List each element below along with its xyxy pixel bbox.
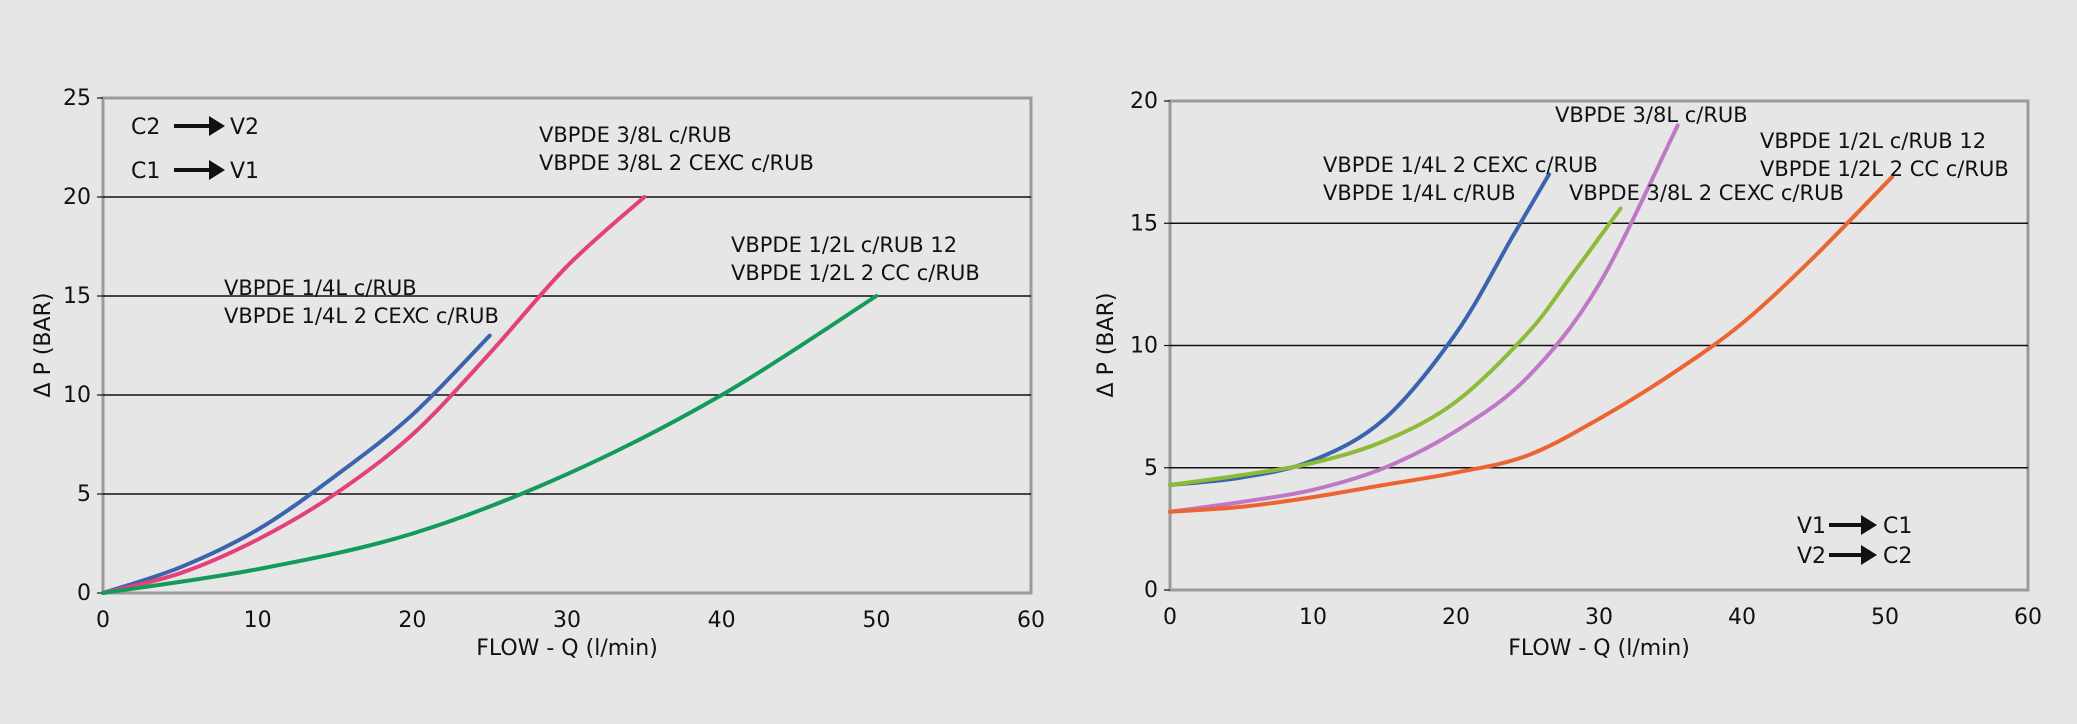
arrowhead-icon [209,116,225,136]
direction-from: V1 [1797,514,1826,539]
y-axis-label: Δ P (BAR) [1094,293,1119,398]
direction-from: C1 [131,159,160,184]
chart-right: 0 5 10 15 20 0 10 20 30 40 50 60 FLOW - Q (l/min) Δ P… [1094,89,2042,661]
x-tick-label: 50 [1871,605,1899,630]
plot-frame [101,96,1033,595]
direction-to: C1 [1883,514,1912,539]
series-annotation: VBPDE 3/8L c/RUB [1555,103,1748,127]
x-tick-label: 0 [1163,605,1177,630]
x-tick-label: 40 [1728,605,1756,630]
series-line-3 [1168,174,1895,514]
series-line-0 [101,333,492,595]
arrowhead-icon [1861,515,1877,535]
series-annotation: VBPDE 1/4L c/RUB [224,276,417,300]
x-tick-label: 30 [553,608,581,633]
series-annotation: VBPDE 1/4L c/RUB [1323,181,1516,205]
series-annotation: VBPDE 1/2L c/RUB 12 [731,233,957,257]
series-line-2 [1168,123,1680,514]
y-tick-label: 0 [1144,578,1158,603]
x-tick-label: 10 [244,608,272,633]
x-tick-label: 0 [96,608,110,633]
y-tick-label: 20 [63,185,91,210]
series-line-2 [101,294,879,595]
x-tick-label: 60 [1017,608,1045,633]
y-tick-label: 10 [1130,334,1158,359]
series-annotation: VBPDE 3/8L c/RUB [539,123,732,147]
series-annotation: VBPDE 1/2L 2 CC c/RUB [731,261,980,285]
direction-from: C2 [131,115,160,140]
direction-from: V2 [1797,544,1826,569]
x-tick-label: 40 [708,608,736,633]
x-tick-label: 30 [1585,605,1613,630]
y-axis-label: Δ P (BAR) [31,293,56,398]
arrowhead-icon [209,160,225,180]
x-tick-label: 10 [1299,605,1327,630]
series-annotation: VBPDE 1/4L 2 CEXC c/RUB [1323,153,1598,177]
x-tick-label: 20 [1442,605,1470,630]
direction-to: V1 [230,159,259,184]
series-line-1 [1168,206,1623,487]
y-tick-label: 10 [63,383,91,408]
direction-to: V2 [230,115,259,140]
y-tick-label: 25 [63,86,91,111]
x-axis-label: FLOW - Q (l/min) [1508,636,1690,661]
y-tick-label: 0 [77,581,91,606]
arrowhead-icon [1861,545,1877,565]
x-tick-label: 50 [862,608,890,633]
x-axis-label: FLOW - Q (l/min) [476,636,658,661]
y-tick-label: 20 [1130,89,1158,114]
series-annotation: VBPDE 3/8L 2 CEXC c/RUB [539,151,814,175]
series-annotation: VBPDE 1/2L c/RUB 12 [1760,129,1986,153]
series-line-0 [1168,172,1551,487]
y-tick-label: 5 [77,482,91,507]
series-annotation: VBPDE 1/4L 2 CEXC c/RUB [224,304,499,328]
x-tick-label: 20 [398,608,426,633]
x-tick-label: 60 [2014,605,2042,630]
chart-left: 0 5 10 15 20 25 0 10 20 30 40 50 60 FLOW - Q (l/min) Δ… [31,86,1045,661]
y-tick-label: 15 [63,284,91,309]
y-tick-label: 15 [1130,211,1158,236]
series-annotation: VBPDE 1/2L 2 CC c/RUB [1760,157,2009,181]
series-annotation: VBPDE 3/8L 2 CEXC c/RUB [1569,181,1844,205]
y-tick-label: 5 [1144,456,1158,481]
direction-to: C2 [1883,544,1912,569]
series-line-1 [101,195,647,595]
